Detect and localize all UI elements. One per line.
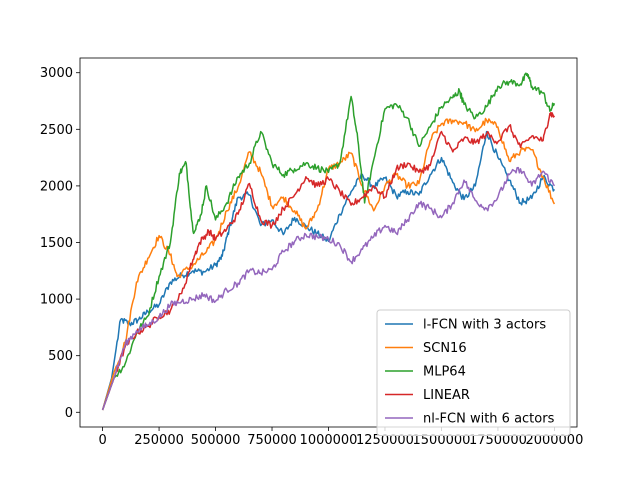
legend-label: LINEAR: [423, 388, 470, 403]
x-tick-label: 250000: [134, 433, 184, 448]
y-axis: 0 500 1000 1500 2000 2500 3000: [40, 66, 80, 421]
legend-label: MLP64: [423, 365, 466, 380]
x-tick-label: 1750000: [469, 433, 527, 448]
legend-label: SCN16: [423, 341, 467, 356]
x-tick-label: 1000000: [300, 433, 358, 448]
x-tick-label: 500000: [191, 433, 241, 448]
x-tick-label: 0: [98, 433, 106, 448]
legend: l-FCN with 3 actors SCN16 MLP64 LINEAR nl-FC…: [376, 309, 571, 436]
y-tick-label: 500: [48, 349, 73, 364]
legend-box: [376, 309, 571, 436]
y-tick-label: 1000: [40, 293, 73, 308]
series-line-2: [101, 72, 556, 411]
series-line-4: [101, 166, 556, 411]
legend-label: l-FCN with 3 actors: [423, 318, 546, 333]
y-tick-label: 1500: [40, 236, 73, 251]
x-tick-label: 1250000: [356, 433, 414, 448]
legend-label: nl-FCN with 6 actors: [423, 412, 555, 427]
y-tick-label: 2000: [40, 179, 73, 194]
x-axis: 0 250000 500000 750000 100000012500001500000…: [98, 427, 583, 448]
y-tick-label: 2500: [40, 123, 73, 138]
series-lines: [101, 72, 556, 411]
series-line-3: [101, 111, 556, 411]
series-line-1: [101, 117, 556, 411]
x-tick-label: 750000: [247, 433, 297, 448]
y-tick-label: 3000: [40, 66, 73, 81]
x-tick-label: 1500000: [413, 433, 471, 448]
y-tick-label: 0: [65, 406, 73, 421]
series-line-0: [101, 130, 556, 411]
x-tick-label: 2000000: [525, 433, 583, 448]
plot-frame: [79, 57, 578, 428]
